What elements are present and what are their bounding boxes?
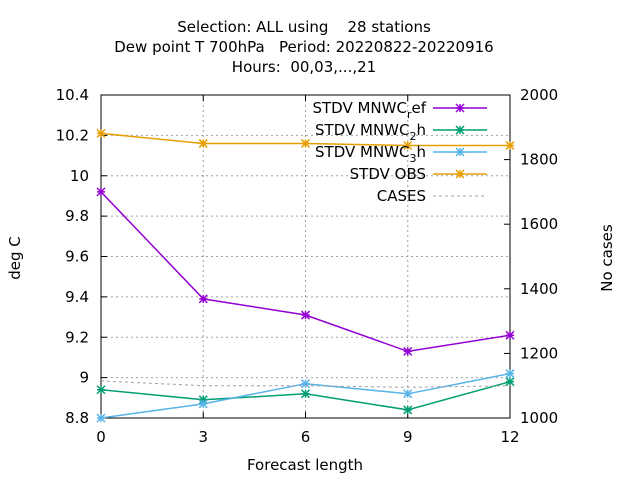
legend-entry-3: STDV MNWC3h [315,143,487,165]
data-point-3-3 [300,379,311,389]
legend-entry-1: STDV MNWCref [312,99,487,121]
y-tick-label: 9.6 [65,248,89,266]
y2-tick-label: 1000 [520,409,558,427]
legend-swatch-marker [455,125,465,135]
y2-tick-label: 1600 [520,215,558,233]
x-tick-label: 9 [403,428,413,446]
data-point-1-3 [300,310,311,320]
title-line-3: Hours: 00,03,...,21 [232,58,376,76]
data-point-3-4 [403,389,413,399]
series-line-5 [100,380,511,388]
legend-entry-4: STDV OBS [350,165,487,183]
legend-label-subscript: r [407,108,412,121]
legend-label-name: STDV MNWC [315,121,409,139]
y-tick-label: 10.4 [56,86,89,104]
data-point-2-1 [96,385,106,395]
data-point-4-1 [96,128,106,138]
legend-label: STDV MNWCref [312,99,426,121]
legend-swatch-marker [455,147,465,157]
legend-label: STDV MNWC2h [315,121,426,143]
title-line-2: Dew point T 700hPa Period: 20220822-2022… [114,38,493,56]
x-tick-label: 3 [198,428,208,446]
data-point-2-5 [505,377,515,387]
data-point-1-2 [198,294,208,304]
y-tick-label: 9.2 [65,328,89,346]
data-point-3-2 [198,399,208,409]
series-layer [96,128,515,423]
x-tick-label: 6 [301,428,311,446]
legend-label-suffix: ef [411,99,426,117]
axes-layer: 0 3 6 9 12 8.8 9 9.2 9.4 9.6 9.8 10 10.2 10.4 1000 1200… [56,86,559,446]
y2-tick-label: 2000 [520,86,558,104]
legend-label-subscript: 2 [409,130,416,143]
legend-entry-5: CASES [377,187,487,205]
legend-label-subscript: 3 [409,152,416,165]
y2-tick-label: 1400 [520,280,558,298]
data-point-1-5 [505,330,515,340]
legend-swatch-marker [455,103,465,113]
y-tick-label: 8.8 [65,409,89,427]
data-point-1-4 [403,346,413,356]
data-point-2-3 [300,389,311,399]
legend-label: STDV OBS [350,165,426,183]
y-tick-label: 10.2 [56,126,89,144]
legend-entry-2: STDV MNWC2h [315,121,487,143]
y2-tick-label: 1200 [520,344,558,362]
data-point-4-4 [403,140,413,150]
y-tick-label: 9 [79,369,89,387]
title-line-1: Selection: ALL using 28 stations [177,18,431,36]
data-point-4-2 [198,138,208,148]
x-tick-label: 0 [96,428,106,446]
y-tick-label: 10 [70,167,89,185]
data-point-4-5 [505,140,515,150]
data-point-1-1 [96,187,106,197]
grid-layer [101,95,510,418]
legend-label-name: STDV MNWC [312,99,406,117]
y-axis-label: deg C [6,236,24,280]
x-tick-label: 12 [500,428,519,446]
legend-label-name: STDV MNWC [315,143,409,161]
legend-label-suffix: h [416,121,426,139]
y-tick-label: 9.4 [65,288,89,306]
legend-label: CASES [377,187,426,205]
y2-tick-label: 1800 [520,151,558,169]
data-point-3-1 [96,413,106,423]
x-axis-label: Forecast length [247,456,363,474]
data-point-4-3 [300,138,311,148]
legend-label-name: STDV OBS [350,165,426,183]
data-point-2-4 [403,405,413,415]
data-point-3-5 [505,369,515,379]
legend-swatch-marker [455,169,465,179]
legend-label-suffix: h [416,143,426,161]
y-tick-label: 9.8 [65,207,89,225]
legend-label-name: CASES [377,187,426,205]
chart-title: Selection: ALL using 28 stations Dew poi… [114,18,493,76]
legend-label: STDV MNWC3h [315,143,426,165]
y2-axis-label: No cases [598,224,616,292]
